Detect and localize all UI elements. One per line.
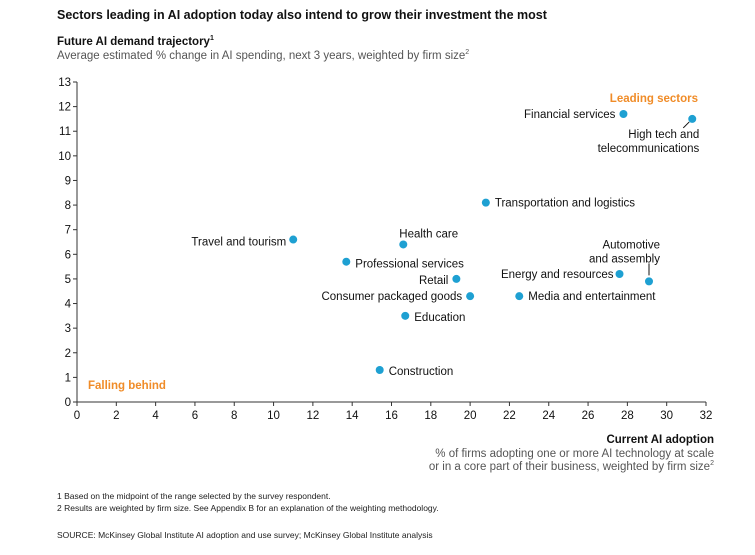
- x-tick-label: 8: [231, 410, 237, 422]
- annotation-label: Falling behind: [88, 380, 166, 392]
- x-tick-label: 12: [306, 410, 319, 422]
- x-tick-label: 20: [464, 410, 477, 422]
- y-tick-label: 6: [65, 249, 71, 261]
- data-point-label: Professional services: [355, 259, 464, 271]
- x-axis-title: Current AI adoption: [606, 434, 714, 446]
- x-tick-label: 16: [385, 410, 398, 422]
- x-tick-label: 14: [346, 410, 359, 422]
- data-point: [619, 110, 628, 118]
- data-point-label: Consumer packaged goods: [321, 291, 462, 303]
- y-tick-label: 8: [65, 200, 71, 212]
- data-point: [289, 235, 298, 244]
- data-point-label: Energy and resources: [501, 269, 614, 281]
- data-point: [452, 274, 461, 283]
- y-axis-title-text: Future AI demand trajectory: [57, 36, 210, 48]
- data-point: [615, 270, 624, 278]
- data-point: [688, 114, 697, 123]
- data-point-label: Health care: [399, 228, 458, 240]
- y-tick-label: 13: [58, 77, 71, 89]
- y-tick-label: 9: [65, 175, 71, 187]
- y-tick-label: 4: [65, 299, 72, 311]
- y-axis-title-footnote-ref: 1: [209, 35, 214, 42]
- data-point-label: High tech and telecommunications: [598, 129, 700, 155]
- leader-line: [682, 121, 690, 129]
- x-tick-label: 18: [424, 410, 437, 422]
- y-tick-label: 2: [65, 348, 71, 360]
- data-point: [375, 366, 384, 374]
- data-point-label: Media and entertainment: [528, 291, 656, 303]
- x-tick-label: 22: [503, 410, 516, 422]
- x-tick-label: 28: [621, 410, 634, 422]
- data-point-label: Automotive and assembly: [589, 239, 660, 265]
- y-tick-label: 5: [65, 274, 71, 286]
- y-tick-label: 1: [65, 372, 71, 384]
- x-tick-label: 0: [74, 410, 80, 422]
- x-axis-subtitle-line2: or in a core part of their business, wei…: [428, 460, 714, 473]
- y-axis-subtitle-footnote-ref: 2: [465, 49, 470, 56]
- data-points: Financial services High tech and telecommu…: [191, 109, 699, 378]
- chart-title: Sectors leading in AI adoption today als…: [57, 8, 547, 22]
- x-axis-subtitle-footnote-ref: 2: [710, 460, 714, 467]
- data-point-label: Financial services: [524, 109, 616, 121]
- data-point: [481, 198, 490, 207]
- x-tick-label: 24: [542, 410, 555, 422]
- x-tick-label: 6: [192, 410, 198, 422]
- y-axis-title: Future AI demand trajectory1: [57, 35, 214, 48]
- x-axis-subtitle-line1: % of firms adopting one or more AI techn…: [435, 448, 714, 460]
- x-tick-label: 26: [582, 410, 595, 422]
- footnote-1: 1 Based on the midpoint of the range sel…: [57, 491, 331, 501]
- y-axis-subtitle-text: Average estimated % change in AI spendin…: [57, 50, 466, 62]
- annotations: Leading sectors Falling behind: [88, 93, 698, 392]
- y-tick-label: 0: [65, 397, 71, 409]
- x-ticks: 0 2 4 6 8 10 12 14 16 18 20 22 24 26 28 30 32: [74, 402, 713, 422]
- x-tick-label: 4: [152, 410, 159, 422]
- annotation-label: Leading sectors: [610, 93, 698, 105]
- x-tick-label: 2: [113, 410, 119, 422]
- data-point-label-line: Automotive: [602, 239, 660, 251]
- data-point-label: Education: [414, 312, 465, 324]
- x-axis-subtitle-line2-text: or in a core part of their business, wei…: [428, 461, 711, 473]
- data-point-label-line: and assembly: [589, 253, 660, 265]
- data-point: [342, 257, 351, 266]
- y-tick-label: 10: [58, 151, 71, 163]
- y-tick-label: 7: [65, 225, 71, 237]
- x-tick-label: 10: [267, 410, 280, 422]
- y-tick-label: 12: [58, 102, 71, 114]
- data-point-label-line: telecommunications: [598, 143, 700, 155]
- source-note: SOURCE: McKinsey Global Institute AI ado…: [57, 530, 433, 540]
- x-tick-label: 30: [660, 410, 673, 422]
- data-point-label: Transportation and logistics: [495, 198, 635, 210]
- data-point-label-line: High tech and: [628, 129, 699, 141]
- data-point: [515, 292, 524, 301]
- y-tick-label: 3: [65, 323, 71, 335]
- data-point-label: Retail: [419, 275, 448, 287]
- data-point: [401, 311, 410, 320]
- x-tick-label: 32: [700, 410, 713, 422]
- y-axis-subtitle: Average estimated % change in AI spendin…: [57, 49, 470, 62]
- data-point: [399, 240, 408, 249]
- y-tick-label: 11: [59, 126, 71, 138]
- data-point: [466, 292, 475, 301]
- data-point-label: Travel and tourism: [191, 237, 286, 249]
- footnote-2: 2 Results are weighted by firm size. See…: [57, 503, 439, 513]
- data-point-label: Construction: [389, 366, 454, 378]
- data-point: [644, 277, 653, 286]
